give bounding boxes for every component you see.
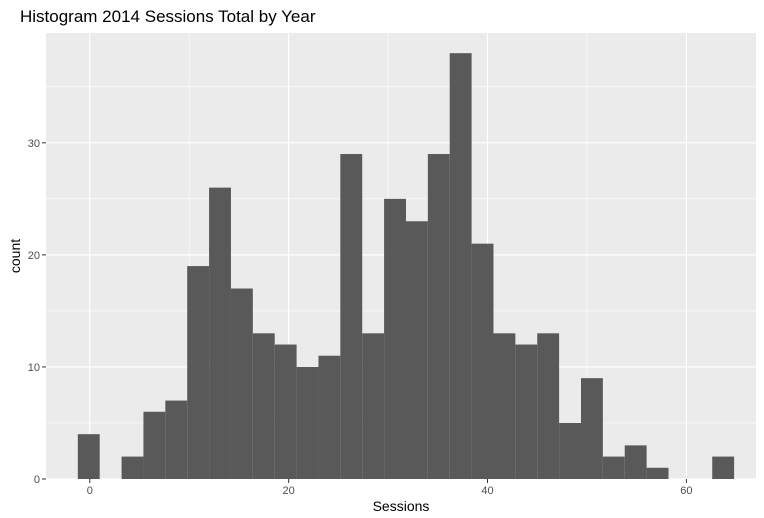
histogram-bar xyxy=(252,333,275,479)
histogram-bar xyxy=(121,456,144,479)
histogram-bar xyxy=(274,344,297,479)
histogram-bar xyxy=(143,411,166,479)
x-tick-label: 60 xyxy=(680,485,692,497)
x-tick-label: 20 xyxy=(283,485,295,497)
histogram-bar xyxy=(230,288,253,479)
histogram-bar xyxy=(340,154,363,479)
histogram-bar xyxy=(296,366,319,479)
histogram-bar xyxy=(187,266,210,479)
x-axis-title: Sessions xyxy=(373,498,430,514)
histogram-bar xyxy=(318,355,341,479)
histogram-bar xyxy=(580,378,603,479)
histogram-bar xyxy=(559,422,581,479)
y-tick-label: 30 xyxy=(28,138,40,150)
histogram-bar xyxy=(515,344,538,479)
histogram-bar xyxy=(384,198,406,479)
y-tick-label: 10 xyxy=(28,362,40,374)
histogram-bar xyxy=(712,456,735,479)
histogram-bar xyxy=(165,400,188,479)
histogram-bar xyxy=(77,434,100,479)
y-axis: 0 10 20 30 xyxy=(28,138,46,486)
y-tick-label: 0 xyxy=(34,474,40,486)
histogram-bar xyxy=(602,456,625,479)
y-axis-title: count xyxy=(7,239,23,273)
y-tick-label: 20 xyxy=(28,250,40,262)
histogram-bar xyxy=(493,333,516,479)
histogram-bar xyxy=(427,154,450,479)
histogram-bar xyxy=(449,53,472,480)
x-tick-label: 40 xyxy=(481,485,493,497)
x-tick-label: 0 xyxy=(87,485,93,497)
histogram-bar xyxy=(362,333,385,479)
histogram-bar xyxy=(624,445,647,479)
x-axis: 0 20 40 60 xyxy=(87,479,693,497)
histogram-bar xyxy=(646,467,669,479)
histogram-bar xyxy=(209,187,231,479)
histogram-bar xyxy=(471,243,494,479)
histogram-bars xyxy=(77,53,735,480)
chart-title: Histogram 2014 Sessions Total by Year xyxy=(20,7,316,26)
histogram-bar xyxy=(405,221,428,480)
histogram-bar xyxy=(537,333,560,479)
